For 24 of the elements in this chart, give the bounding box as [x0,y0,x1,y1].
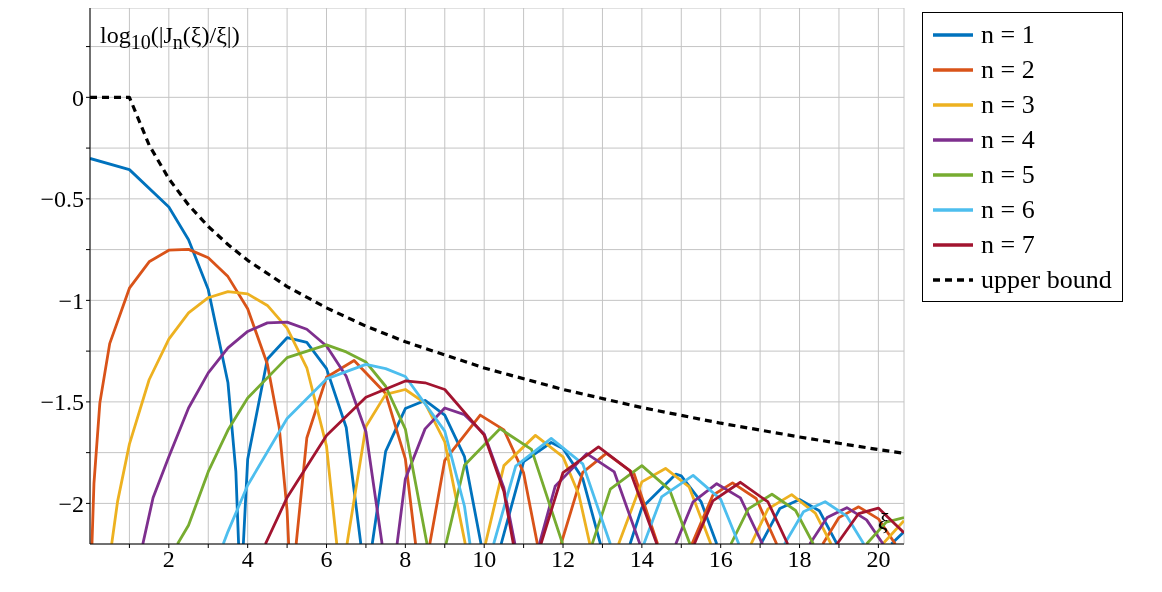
legend-label: n = 4 [981,124,1035,156]
legend-label: n = 7 [981,229,1035,261]
y-axis-title: log$_{10}$(|J$_{n}$(ξ)/ξ|) [100,22,240,54]
legend-label: upper bound [981,264,1112,296]
legend-label: n = 3 [981,89,1035,121]
y-tick-label: 0 [72,84,84,111]
y-tick-label: −0.5 [40,186,84,213]
y-tick-label: −1.5 [40,389,84,416]
x-tick-label: 12 [551,546,576,573]
x-tick-label: 16 [708,546,733,573]
x-tick-label: 8 [399,546,412,573]
y-tick-label: −1 [58,287,84,314]
x-tick-label: 6 [320,546,333,573]
x-tick-label: 2 [162,546,175,573]
legend-label: n = 1 [981,19,1035,51]
x-tick-label: 20 [866,546,891,573]
legend-label: n = 6 [981,194,1035,226]
x-tick-label: 10 [472,546,497,573]
legend-label: n = 2 [981,54,1035,86]
legend-label: n = 5 [981,159,1035,191]
x-tick-label: 4 [241,546,254,573]
y-tick-label: −2 [58,490,84,517]
x-tick-label: 18 [787,546,812,573]
x-tick-label: 14 [629,546,654,573]
